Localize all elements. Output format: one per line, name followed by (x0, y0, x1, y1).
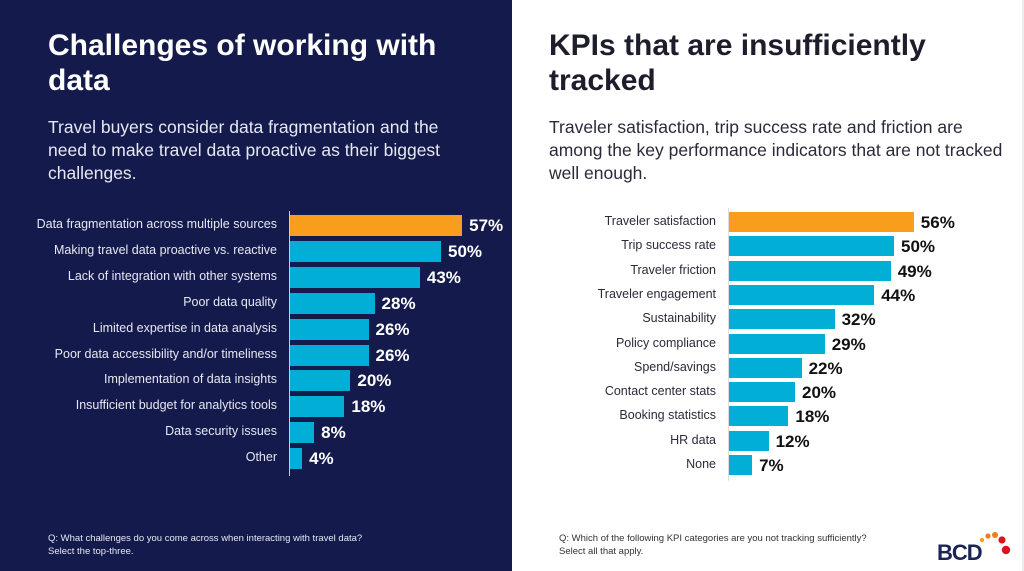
logo-dot (1001, 545, 1011, 555)
right-footnote: Q: Which of the following KPI categories… (559, 532, 979, 558)
bar (729, 309, 835, 330)
category-label: Data fragmentation across multiple sourc… (36, 217, 277, 231)
value-label: 20% (357, 371, 392, 391)
page-edge (1022, 0, 1024, 571)
category-label: Traveler satisfaction (604, 214, 716, 228)
bar (290, 448, 303, 470)
right-subtitle: Traveler satisfaction, trip success rate… (549, 117, 1003, 183)
value-label: 44% (881, 285, 916, 305)
bar (290, 422, 315, 444)
category-label: Lack of integration with other systems (67, 268, 277, 283)
bar (290, 240, 441, 262)
category-label: Other (245, 450, 277, 465)
value-label: 18% (795, 407, 830, 427)
bar (729, 212, 914, 232)
value-label: 22% (808, 358, 843, 378)
category-label: Making travel data proactive vs. reactiv… (53, 242, 277, 257)
category-label: Trip success rate (621, 238, 716, 253)
bar (290, 318, 369, 340)
value-label: 7% (759, 456, 784, 475)
value-label: 4% (309, 449, 334, 469)
svg-text:BCD: BCD (937, 540, 982, 562)
value-label: 29% (831, 334, 866, 354)
bar (729, 284, 875, 305)
value-label: 12% (775, 431, 810, 451)
left-footnote-question: Q: What challenges do you come across wh… (48, 533, 363, 544)
logo-dot (985, 533, 991, 539)
value-label: 26% (375, 319, 410, 339)
category-label: Poor data quality (183, 294, 277, 309)
left-panel: Challenges of working with data Travel b… (0, 0, 512, 571)
bar (729, 260, 891, 281)
category-label: Implementation of data insights (103, 372, 277, 387)
right-footnote-question: Q: Which of the following KPI categories… (559, 533, 867, 544)
bcd-logo: BCD (937, 532, 1011, 562)
value-label: 8% (321, 423, 346, 443)
bar (290, 370, 351, 392)
category-label: Policy compliance (615, 335, 716, 350)
value-label: 49% (897, 261, 932, 281)
kpi-bar-chart: Traveler satisfaction 56% Trip success rat… (512, 0, 1024, 571)
value-label: 50% (901, 237, 936, 257)
right-title: KPIs that are insufficiently tracked (549, 29, 926, 97)
category-label: Traveler friction (630, 262, 716, 277)
value-label: 28% (381, 293, 416, 313)
bar (290, 292, 375, 314)
category-label: Booking statistics (619, 408, 716, 423)
category-label: Limited expertise in data analysis (92, 320, 277, 335)
category-label: Insufficient budget for analytics tools (75, 398, 277, 413)
bar (729, 357, 802, 378)
left-footnote: Q: What challenges do you come across wh… (48, 532, 468, 558)
bar (729, 382, 795, 403)
bar (729, 236, 894, 257)
value-label: 50% (448, 241, 483, 261)
left-subtitle: Travel buyers consider data fragmentatio… (48, 117, 441, 183)
bar (729, 455, 753, 475)
left-footnote-instruction: Select the top-three. (48, 546, 134, 557)
value-label: 57% (469, 216, 504, 235)
value-label: 20% (802, 383, 837, 403)
category-label: Data security issues (165, 424, 277, 439)
bar (290, 344, 369, 366)
category-label: Contact center stats (604, 384, 716, 399)
chart-axis-line (289, 211, 290, 476)
bar (290, 266, 420, 288)
bar (729, 406, 789, 427)
logo-dot (998, 536, 1006, 544)
bar (290, 396, 345, 418)
right-footnote-instruction: Select all that apply. (559, 546, 644, 557)
category-label: Spend/savings (633, 359, 716, 374)
value-label: 43% (426, 267, 461, 287)
value-label: 56% (920, 213, 955, 232)
logo-dot (979, 537, 985, 543)
challenges-bar-chart: Data fragmentation across multiple sourc… (36, 211, 504, 476)
category-label: Sustainability (642, 311, 716, 326)
right-panel: KPIs that are insufficiently tracked Tra… (512, 0, 1022, 571)
chart-axis-line (728, 208, 729, 482)
category-label: None (686, 457, 716, 471)
value-label: 26% (375, 345, 410, 365)
bar (290, 215, 463, 236)
category-label: Traveler engagement (597, 286, 716, 301)
logo-dot (992, 532, 998, 538)
value-label: 32% (841, 310, 876, 330)
value-label: 18% (351, 397, 386, 417)
bar (729, 430, 769, 451)
category-label: Poor data accessibility and/or timelines… (54, 346, 277, 361)
category-label: HR data (670, 432, 716, 447)
bar (729, 333, 825, 354)
left-title: Challenges of working with data (48, 29, 437, 97)
